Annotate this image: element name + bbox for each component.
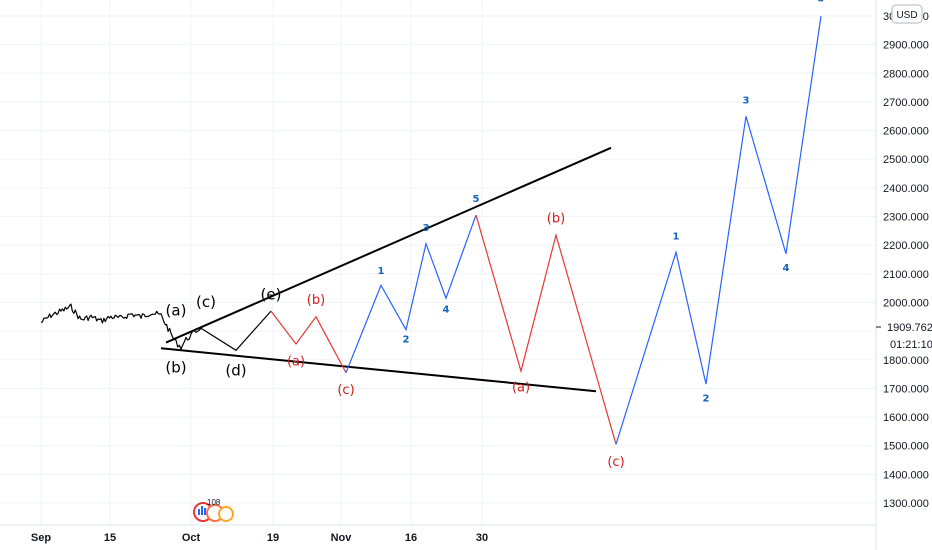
y-tick-label: 1700.000 bbox=[883, 383, 929, 395]
wave-label: (e) bbox=[261, 286, 282, 304]
x-tick-label: Nov bbox=[331, 532, 353, 544]
x-tick-label: 30 bbox=[476, 532, 488, 544]
plot-area[interactable]: (a) (b) (c) (d) (e) (a) (b) (c) 1 2 3 4 5 (a) (b) (c) 1 2… bbox=[0, 0, 876, 525]
y-tick-label: 2200.000 bbox=[883, 240, 929, 252]
wave-path bbox=[270, 310, 347, 373]
earnings-badge[interactable]: 108 bbox=[193, 498, 234, 522]
wave-label: (c) bbox=[337, 383, 354, 398]
y-tick-label: 2700.000 bbox=[883, 97, 929, 109]
wave-label: (a) bbox=[166, 301, 187, 319]
currency-button-bg bbox=[891, 4, 923, 24]
y-tick-label: 2100.000 bbox=[883, 269, 929, 281]
y-tick-label: 1800.000 bbox=[883, 355, 929, 367]
y-tick-label: 2400.000 bbox=[883, 183, 929, 195]
wave-path bbox=[345, 214, 477, 373]
wave-label: (b) bbox=[307, 293, 325, 308]
price-axis[interactable]: 1300.000 1400.000 1500.000 1600.000 1700.000… bbox=[875, 0, 929, 550]
price-series bbox=[40, 303, 202, 350]
price-line bbox=[40, 303, 202, 350]
wave-label: (c) bbox=[196, 293, 216, 311]
last-price-label: 1909.762 bbox=[887, 322, 932, 334]
wave-path bbox=[475, 214, 617, 445]
wave-label: (a) bbox=[287, 354, 305, 369]
wave-label: (b) bbox=[165, 359, 186, 377]
y-tick-label: 1400.000 bbox=[883, 469, 929, 481]
trendline-upper bbox=[165, 146, 612, 344]
bar-chart-icon bbox=[198, 506, 206, 515]
wave-projection bbox=[200, 15, 822, 445]
last-price-marker: 1909.762 01:21:10 bbox=[876, 319, 932, 355]
x-tick-label: Sep bbox=[31, 532, 51, 544]
y-tick-label: 1500.000 bbox=[883, 441, 929, 453]
time-axis[interactable]: Sep 15 Oct 19 Nov 16 30 bbox=[0, 524, 876, 544]
x-tick-label: 16 bbox=[405, 532, 417, 544]
y-tick-label: 1600.000 bbox=[883, 412, 929, 424]
wave-label: 3 bbox=[743, 95, 750, 106]
trendline-lower bbox=[160, 347, 597, 393]
x-tick-label: Oct bbox=[182, 532, 201, 544]
wave-label: 4 bbox=[783, 263, 790, 274]
wave-label: 2 bbox=[403, 335, 410, 346]
wave-label: (a) bbox=[512, 380, 530, 395]
y-tick-label: 2900.000 bbox=[883, 40, 929, 52]
wave-labels: (a) (b) (c) (d) (e) (a) (b) (c) 1 2 3 4 5 (a) (b) (c) 1 2… bbox=[165, 0, 824, 470]
currency-button[interactable]: USD bbox=[891, 4, 923, 24]
last-price-bg bbox=[877, 319, 932, 355]
wave-label: 2 bbox=[703, 393, 710, 404]
wave-label: 1 bbox=[673, 231, 680, 242]
trendlines[interactable] bbox=[160, 146, 612, 393]
wave-label: 1 bbox=[378, 266, 385, 277]
wave-label: 5 bbox=[818, 0, 825, 5]
wave-label: (b) bbox=[547, 211, 565, 226]
plot-background bbox=[0, 0, 876, 525]
y-tick-label: 2800.000 bbox=[883, 68, 929, 80]
currency-label: USD bbox=[896, 10, 917, 21]
grid bbox=[0, 0, 876, 525]
y-tick-label: 2600.000 bbox=[883, 126, 929, 138]
wave-label: 3 bbox=[423, 223, 430, 234]
earnings-badge-text: 108 bbox=[207, 498, 221, 507]
y-tick-label: 1300.000 bbox=[883, 498, 929, 510]
y-tick-label: 2300.000 bbox=[883, 212, 929, 224]
x-tick-label: 15 bbox=[104, 532, 116, 544]
wave-path bbox=[200, 310, 272, 352]
y-tick-label: 2000.000 bbox=[883, 297, 929, 309]
wave-path bbox=[615, 15, 822, 445]
wave-label: 5 bbox=[473, 194, 480, 205]
wave-label: 4 bbox=[443, 304, 450, 315]
earnings-badge-ring-2 bbox=[218, 506, 234, 522]
x-tick-label: 19 bbox=[267, 532, 279, 544]
countdown-label: 01:21:10 bbox=[890, 339, 932, 351]
wave-label: (d) bbox=[225, 362, 246, 380]
y-tick-label: 2500.000 bbox=[883, 154, 929, 166]
wave-label: (c) bbox=[607, 455, 624, 470]
